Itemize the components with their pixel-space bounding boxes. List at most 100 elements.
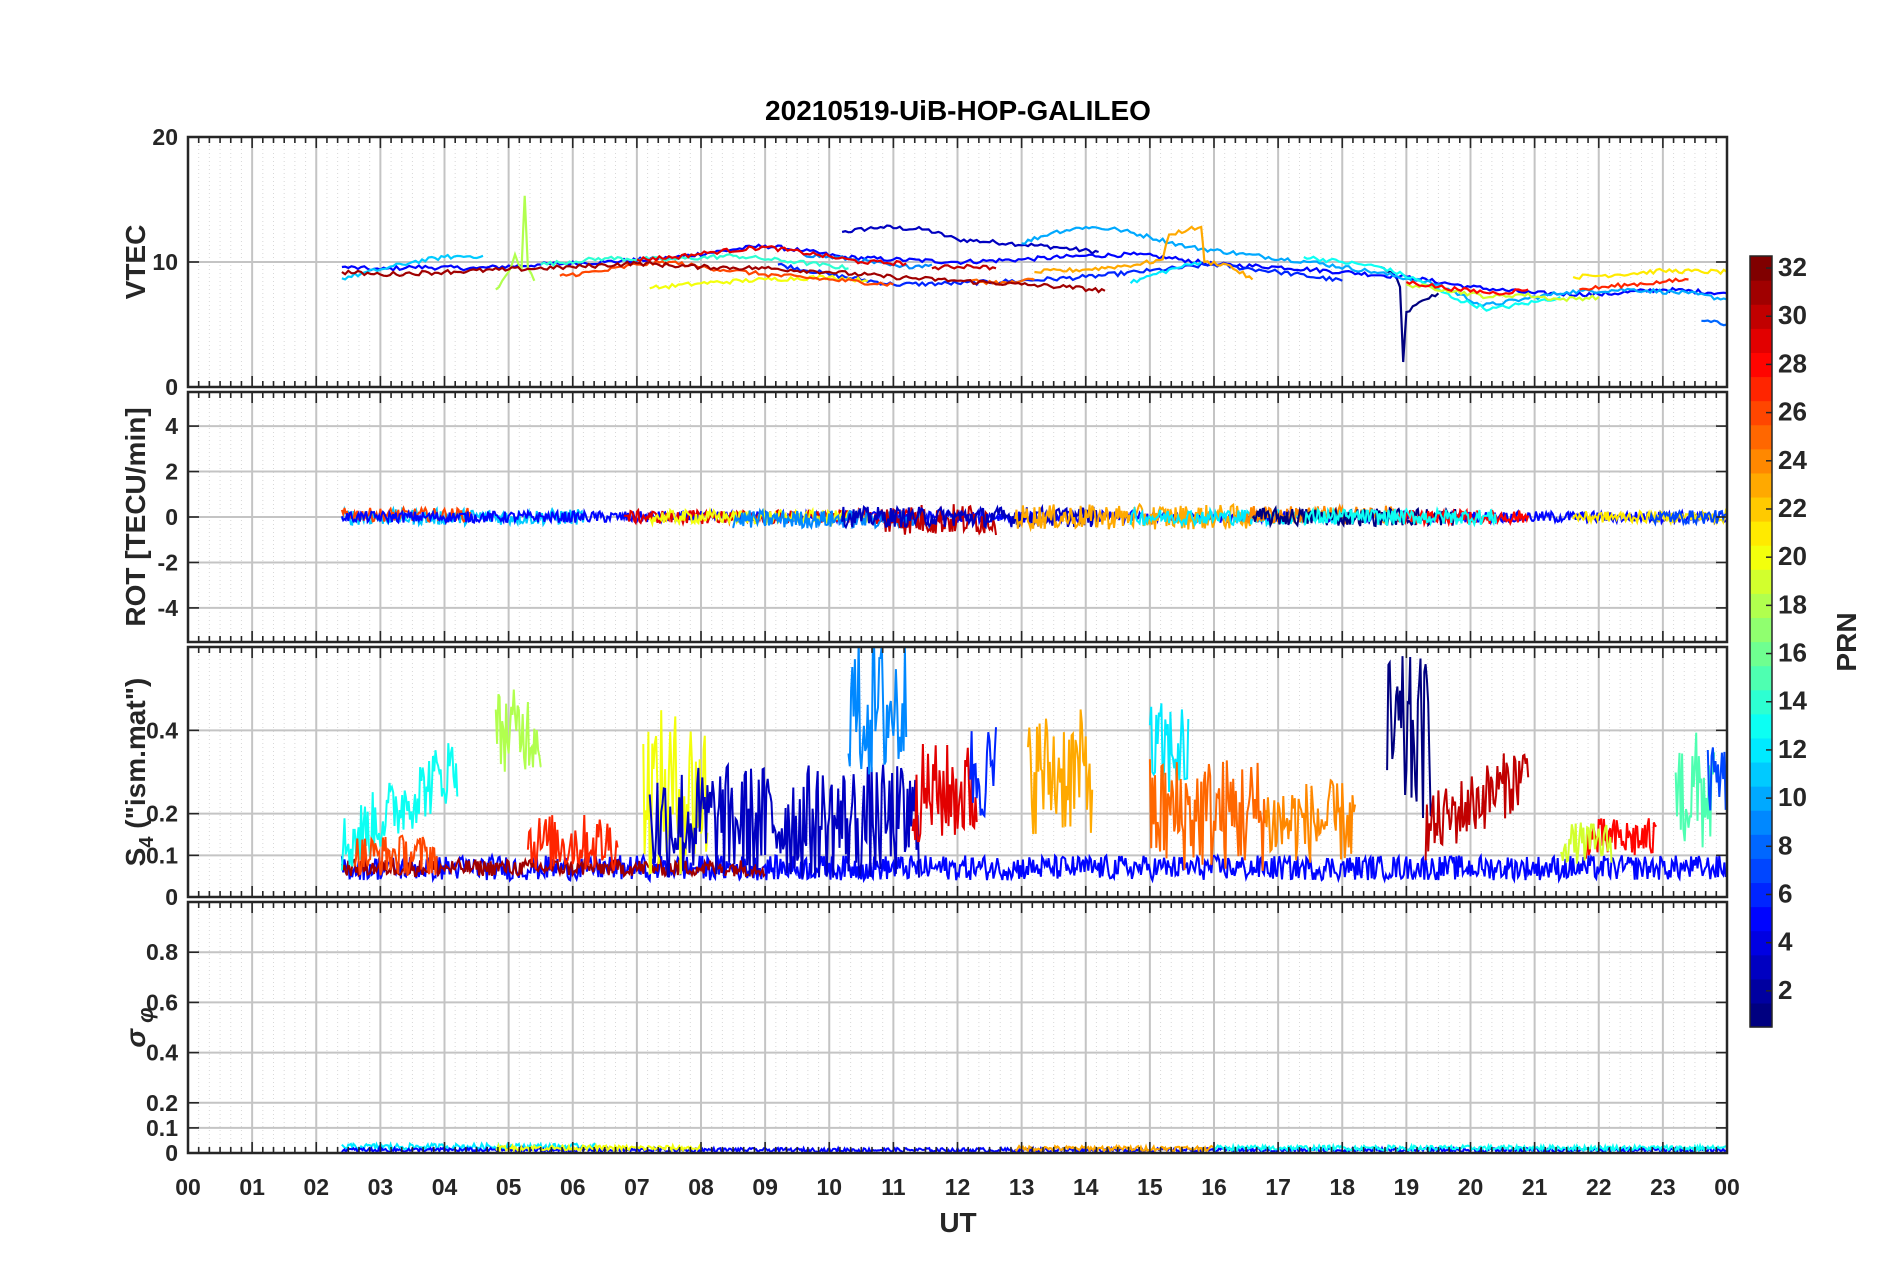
colorbar-band: [1750, 906, 1772, 932]
colorbar-band: [1750, 713, 1772, 739]
y-tick-label: 0.1: [146, 1115, 178, 1141]
colorbar-band: [1750, 1002, 1772, 1028]
x-tick-label: 11: [881, 1174, 906, 1200]
x-tick-label: 07: [624, 1174, 650, 1200]
series-prn-13: [340, 743, 459, 871]
x-tick-label: 15: [1137, 1174, 1163, 1200]
y-axis-label-sigma: σ φ: [120, 1007, 158, 1047]
colorbar-tick-label: 6: [1778, 878, 1792, 908]
colorbar-band: [1750, 858, 1772, 884]
series-prn-26: [559, 259, 894, 287]
y-axis-label-vtec: VTEC: [120, 225, 151, 300]
series-prn-20: [649, 274, 868, 290]
x-tick-label: 23: [1650, 1174, 1676, 1200]
x-tick-label: 22: [1586, 1174, 1612, 1200]
data-rot: [340, 502, 1727, 536]
y-tick-label: 0: [165, 1140, 178, 1166]
series-prn-3: [648, 761, 920, 879]
series-prn-18: [494, 689, 542, 772]
x-tick-label: 16: [1201, 1174, 1227, 1200]
colorbar-band: [1750, 304, 1772, 329]
colorbar-band: [1750, 256, 1772, 281]
series-prn-25: [1148, 759, 1267, 871]
colorbar-band: [1750, 882, 1772, 908]
y-axis-label-s4: S4 ("ism.mat"): [120, 678, 158, 867]
y-tick-label: -4: [158, 595, 179, 621]
colorbar-tick-label: 28: [1778, 348, 1807, 378]
colorbar-band: [1750, 424, 1772, 450]
colorbar-band: [1750, 569, 1772, 594]
x-tick-label: 05: [496, 1174, 522, 1200]
colorbar-band: [1750, 834, 1772, 859]
y-tick-label: 20: [152, 124, 178, 150]
colorbar-band: [1750, 761, 1772, 787]
y-tick-label: 10: [152, 249, 178, 275]
series-prn-6: [969, 727, 997, 819]
x-tick-label: 13: [1009, 1174, 1035, 1200]
colorbar-band: [1750, 448, 1772, 474]
colorbar-band: [1750, 954, 1772, 980]
chart-title: 20210519-UiB-HOP-GALILEO: [765, 95, 1151, 126]
series-prn-23: [1027, 709, 1094, 835]
colorbar-band: [1750, 472, 1772, 498]
colorbar-tick-label: 22: [1778, 493, 1807, 523]
colorbar-band: [1750, 978, 1772, 1004]
series-prn-3: [841, 503, 1100, 530]
colorbar-tick-label: 18: [1778, 589, 1807, 619]
colorbar-band: [1750, 545, 1772, 570]
series-prn-1: [1386, 656, 1433, 819]
data-vtec: [341, 195, 1727, 363]
x-tick-label: 04: [432, 1174, 458, 1200]
colorbar-tick-label: 8: [1778, 830, 1792, 860]
y-tick-label: 0.2: [146, 1090, 178, 1116]
x-tick-label: 18: [1329, 1174, 1355, 1200]
series-prn-24: [1264, 778, 1357, 863]
colorbar-tick-label: 26: [1778, 397, 1807, 427]
series-prn-9: [847, 647, 908, 775]
colorbar-band: [1750, 641, 1772, 667]
colorbar-tick-label: 32: [1778, 252, 1807, 282]
panel-s4: 0 0.1 0.2 0.4S4 ("ism.mat"): [120, 645, 1729, 910]
series-prn-8: [1701, 319, 1727, 327]
y-tick-label: 0.6: [146, 989, 178, 1015]
y-axis-label-rot: ROT [TECU/min]: [120, 407, 151, 626]
x-tick-label: 20: [1458, 1174, 1484, 1200]
series-prn-31: [341, 260, 1106, 294]
series-prn-23: [1014, 1143, 1215, 1153]
y-tick-label: 0.2: [146, 801, 178, 827]
colorbar-band: [1750, 521, 1772, 546]
series-prn-15: [1674, 732, 1716, 848]
y-tick-label: 2: [165, 459, 178, 485]
series-prn-11: [341, 253, 484, 281]
y-tick-label: 0: [165, 374, 178, 400]
x-tick-label: 00: [175, 1174, 201, 1200]
series-prn-6: [777, 262, 1343, 288]
series-prn-7: [1706, 747, 1727, 811]
data-sigma: [341, 1141, 1727, 1153]
series-prn-5: [341, 243, 1727, 298]
series-prn-12: [1129, 261, 1202, 285]
y-tick-label: 0: [165, 504, 178, 530]
series-prn-26: [353, 834, 438, 877]
series-prn-28: [1393, 507, 1530, 528]
x-tick-label: 03: [368, 1174, 394, 1200]
colorbar-tick-label: 20: [1778, 541, 1807, 571]
colorbar-tick-label: 2: [1778, 975, 1792, 1005]
series-prn-30: [931, 263, 997, 271]
series-prn-28: [1405, 280, 1529, 296]
x-tick-label: 12: [945, 1174, 971, 1200]
colorbar-band: [1750, 328, 1772, 353]
colorbar-tick-label: 12: [1778, 734, 1807, 764]
series-prn-7: [1649, 509, 1727, 527]
colorbar-band: [1750, 665, 1772, 691]
colorbar-band: [1750, 737, 1772, 763]
x-tick-label: 21: [1522, 1174, 1548, 1200]
series-prn-27: [526, 814, 619, 872]
series-prn-12: [1148, 703, 1190, 793]
colorbar-tick-label: 14: [1778, 686, 1807, 716]
x-tick-label: 01: [239, 1174, 265, 1200]
colorbar-band: [1750, 689, 1772, 715]
